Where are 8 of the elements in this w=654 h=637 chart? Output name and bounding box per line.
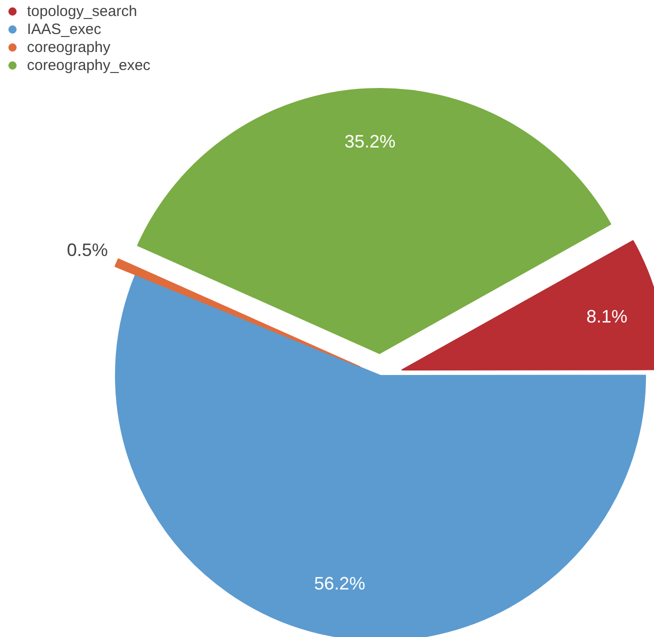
data-label: 56.2% — [314, 574, 366, 594]
legend-label: IAAS_exec — [27, 20, 102, 38]
legend-label: coreography — [27, 38, 110, 56]
data-label: 0.5% — [66, 240, 108, 260]
data-label: 8.1% — [586, 306, 628, 326]
legend-label: coreography_exec — [27, 56, 150, 74]
legend-label: topology_search — [27, 2, 138, 20]
data-label: 35.2% — [344, 132, 396, 152]
